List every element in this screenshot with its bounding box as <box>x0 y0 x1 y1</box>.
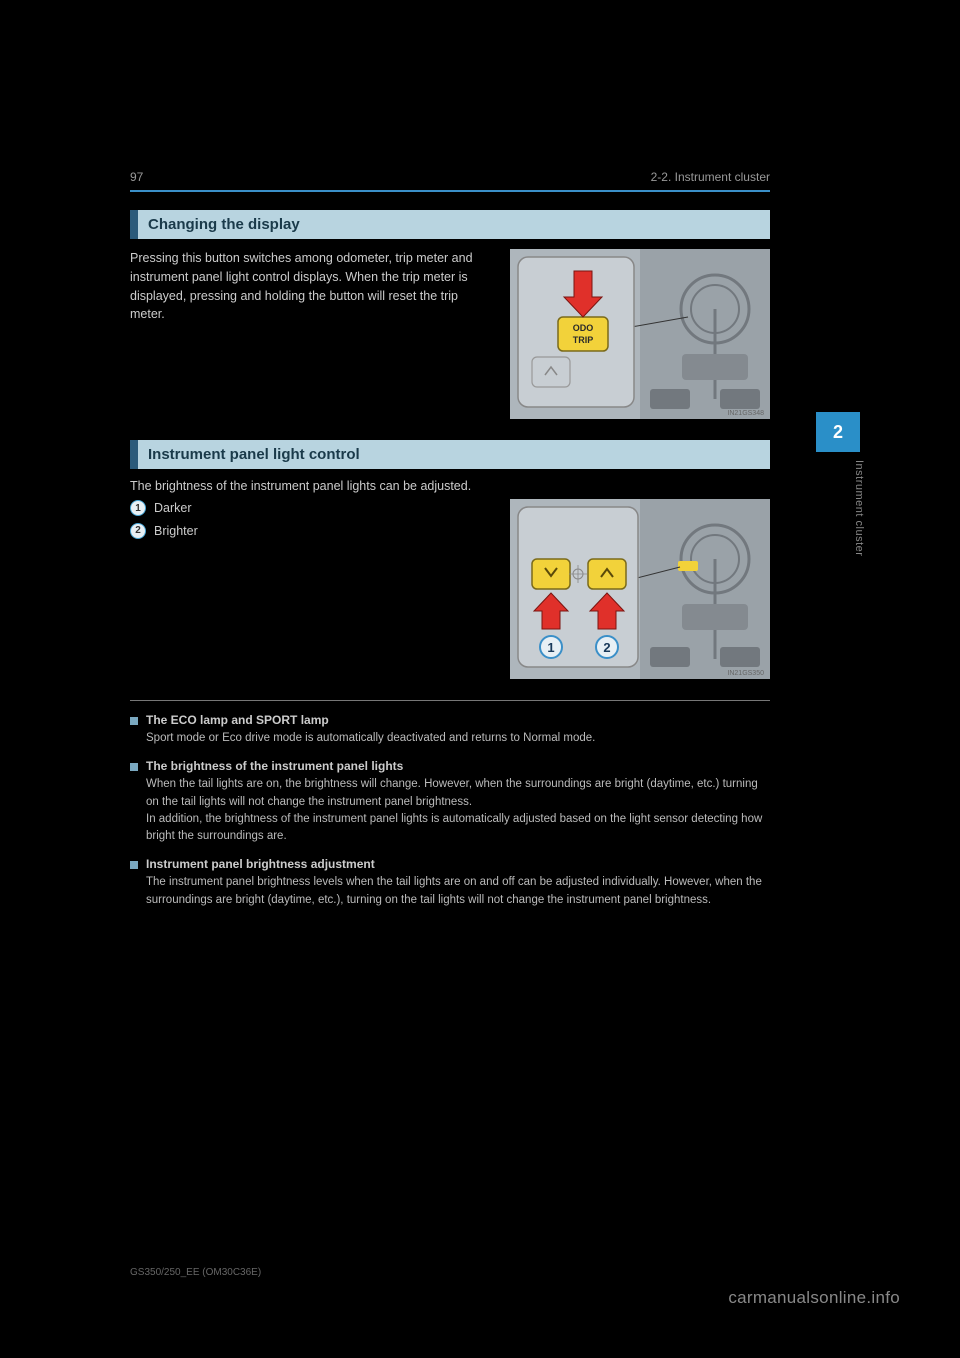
svg-text:1: 1 <box>547 640 554 655</box>
changing-body: Pressing this button switches among odom… <box>130 249 494 424</box>
note-title-random: Instrument panel brightness adjustment <box>146 857 375 871</box>
svg-text:IN21GS350: IN21GS350 <box>727 670 764 677</box>
note-brightness: The brightness of the instrument panel l… <box>130 759 770 845</box>
side-tab-number: 2 <box>833 422 843 443</box>
section-header-light: Instrument panel light control <box>130 440 770 469</box>
note-eco: The ECO lamp and SPORT lamp Sport mode o… <box>130 713 770 747</box>
enum-row-2: 2 Brighter <box>130 522 494 541</box>
side-tab-label: Instrument cluster <box>853 460 865 556</box>
svg-text:IN21GS348: IN21GS348 <box>727 410 764 417</box>
section-ref: 2-2. Instrument cluster <box>651 170 770 184</box>
footer-left: GS350/250_EE (OM30C36E) <box>130 1267 261 1278</box>
page-number: 97 <box>130 170 143 184</box>
svg-text:2: 2 <box>603 640 610 655</box>
note-title-brightness: The brightness of the instrument panel l… <box>146 759 403 773</box>
bullet-square-icon <box>130 717 138 725</box>
side-tab: 2 <box>816 412 860 452</box>
bullet-square-icon <box>130 861 138 869</box>
svg-text:ODO: ODO <box>573 323 594 333</box>
enum-row-1: 1 Darker <box>130 499 494 518</box>
changing-image: ODO TRIP IN21GS348 <box>510 249 770 424</box>
header-rule <box>130 190 770 192</box>
bullet-square-icon <box>130 763 138 771</box>
note-body-eco: Sport mode or Eco drive mode is automati… <box>146 730 770 747</box>
note-body-random: The instrument panel brightness levels w… <box>146 874 770 909</box>
note-body-brightness: When the tail lights are on, the brightn… <box>146 776 770 845</box>
section-header-changing: Changing the display <box>130 210 770 239</box>
enum-text-2: Brighter <box>154 522 198 541</box>
enum-text-1: Darker <box>154 499 192 518</box>
note-title-eco: The ECO lamp and SPORT lamp <box>146 713 329 727</box>
enum-badge-1: 1 <box>130 500 146 516</box>
light-intro: The brightness of the instrument panel l… <box>130 479 770 493</box>
note-random: Instrument panel brightness adjustment T… <box>130 857 770 909</box>
enum-badge-2: 2 <box>130 523 146 539</box>
light-control-image: 1 2 IN21GS350 <box>510 499 770 684</box>
divider <box>130 700 770 701</box>
footer-watermark: carmanualsonline.info <box>728 1288 900 1308</box>
svg-text:TRIP: TRIP <box>573 335 594 345</box>
